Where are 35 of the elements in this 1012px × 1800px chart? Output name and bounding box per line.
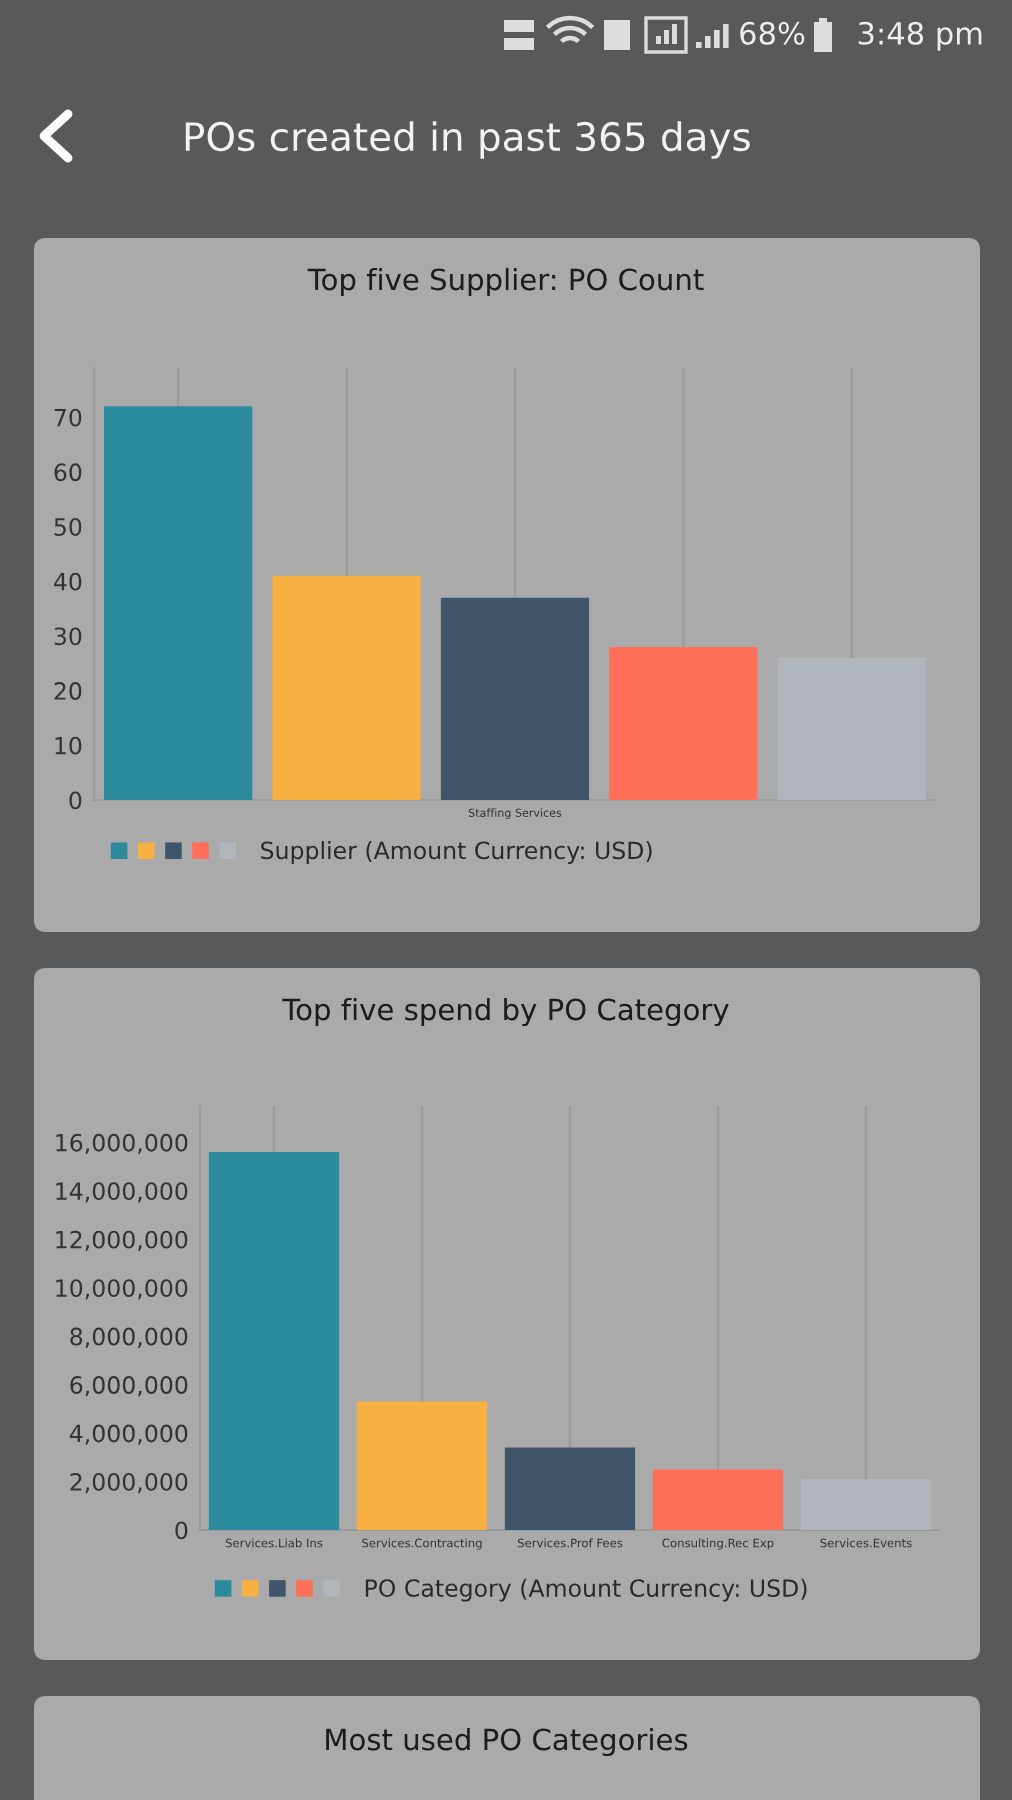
legend-label: PO Category (Amount Currency: USD) xyxy=(365,1578,807,1602)
text: POs created in past 365 days xyxy=(185,121,750,159)
y-tick-label: 10,000,000 xyxy=(56,1279,188,1300)
y-tick-label: 12,000,000 xyxy=(56,1230,188,1251)
bar xyxy=(208,1152,340,1530)
y-tick-label: 14,000,000 xyxy=(56,1182,188,1203)
chart-title: Top five Supplier: PO Count xyxy=(307,267,704,297)
y-tick-label: 2,000,000 xyxy=(70,1472,188,1494)
bar xyxy=(440,597,590,800)
y-tick-label: 8,000,000 xyxy=(70,1327,188,1348)
bar xyxy=(104,406,253,800)
bar xyxy=(652,1469,784,1530)
bar xyxy=(504,1447,636,1530)
text: 3:48 pm xyxy=(858,21,982,51)
y-tick-label: 0 xyxy=(69,791,82,810)
bar xyxy=(800,1479,932,1530)
y-tick-label: 60 xyxy=(54,463,82,482)
y-tick-label: 16,000,000 xyxy=(56,1133,188,1155)
bar xyxy=(272,575,421,800)
y-tick-label: 30 xyxy=(54,627,82,646)
bar xyxy=(356,1401,488,1530)
legend-label: Supplier (Amount Currency: USD) xyxy=(261,841,652,864)
text: Most used PO Categories xyxy=(326,1727,688,1757)
y-tick-label: 70 xyxy=(54,408,82,427)
y-tick-label: 6,000,000 xyxy=(70,1376,188,1397)
text: 68% xyxy=(740,21,805,45)
y-tick-label: 10 xyxy=(55,736,82,755)
bar xyxy=(777,657,926,800)
y-tick-label: 0 xyxy=(175,1521,188,1540)
bar xyxy=(609,646,758,800)
y-tick-label: 50 xyxy=(54,518,82,536)
y-tick-label: 20 xyxy=(54,682,82,700)
y-tick-label: 4,000,000 xyxy=(69,1424,188,1445)
y-tick-label: 40 xyxy=(54,572,82,591)
chart-title: Top five spend by PO Category xyxy=(282,997,729,1027)
